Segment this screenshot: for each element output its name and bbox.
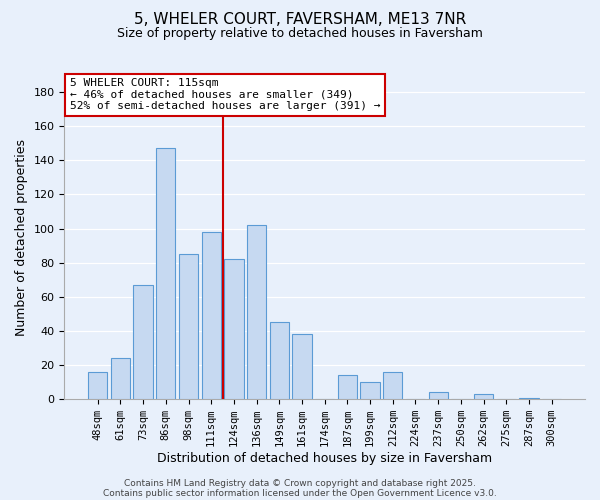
Bar — [269, 322, 289, 399]
Bar — [428, 392, 448, 399]
Y-axis label: Number of detached properties: Number of detached properties — [15, 138, 28, 336]
Bar — [156, 148, 175, 399]
Bar — [202, 232, 221, 399]
X-axis label: Distribution of detached houses by size in Faversham: Distribution of detached houses by size … — [157, 452, 492, 465]
Bar — [383, 372, 403, 399]
Text: Contains public sector information licensed under the Open Government Licence v3: Contains public sector information licen… — [103, 488, 497, 498]
Bar — [361, 382, 380, 399]
Text: Size of property relative to detached houses in Faversham: Size of property relative to detached ho… — [117, 28, 483, 40]
Bar — [133, 285, 153, 399]
Bar — [247, 225, 266, 399]
Text: Contains HM Land Registry data © Crown copyright and database right 2025.: Contains HM Land Registry data © Crown c… — [124, 478, 476, 488]
Bar — [338, 376, 357, 399]
Bar — [179, 254, 198, 399]
Text: 5 WHELER COURT: 115sqm
← 46% of detached houses are smaller (349)
52% of semi-de: 5 WHELER COURT: 115sqm ← 46% of detached… — [70, 78, 380, 112]
Bar — [88, 372, 107, 399]
Bar — [520, 398, 539, 399]
Bar — [292, 334, 311, 399]
Bar — [224, 260, 244, 399]
Bar — [111, 358, 130, 399]
Bar — [474, 394, 493, 399]
Text: 5, WHELER COURT, FAVERSHAM, ME13 7NR: 5, WHELER COURT, FAVERSHAM, ME13 7NR — [134, 12, 466, 28]
